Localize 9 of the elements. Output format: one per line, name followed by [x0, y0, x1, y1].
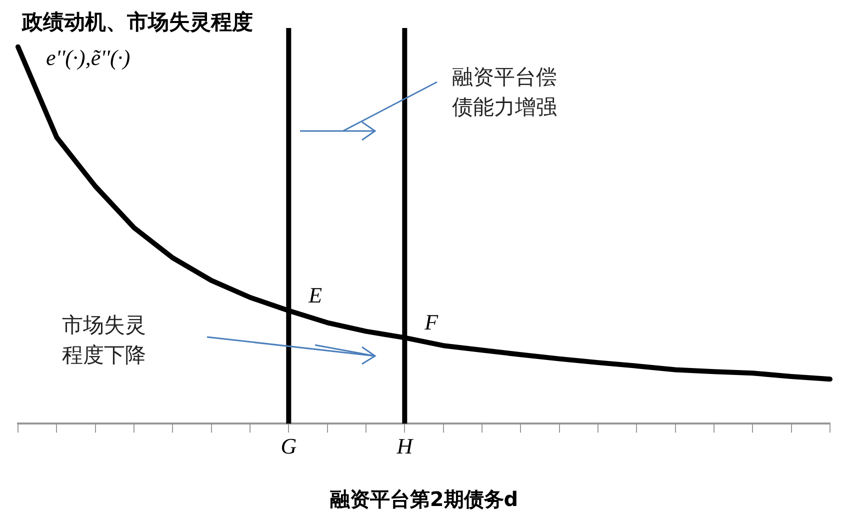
x-tick-label: G: [280, 434, 297, 459]
annotation: 市场失灵程度下降: [62, 312, 147, 370]
x-tick-label: H: [396, 434, 414, 459]
y-axis-title: 政绩动机、市场失灵程度: [22, 9, 253, 36]
annotation: e''(·),ẽ''(·): [46, 45, 130, 71]
annotation: F: [424, 310, 439, 335]
annotation: E: [308, 282, 323, 308]
x-axis-title: 融资平台第2期债务d: [330, 487, 518, 512]
annotation: 融资平台偿债能力增强: [452, 64, 558, 122]
